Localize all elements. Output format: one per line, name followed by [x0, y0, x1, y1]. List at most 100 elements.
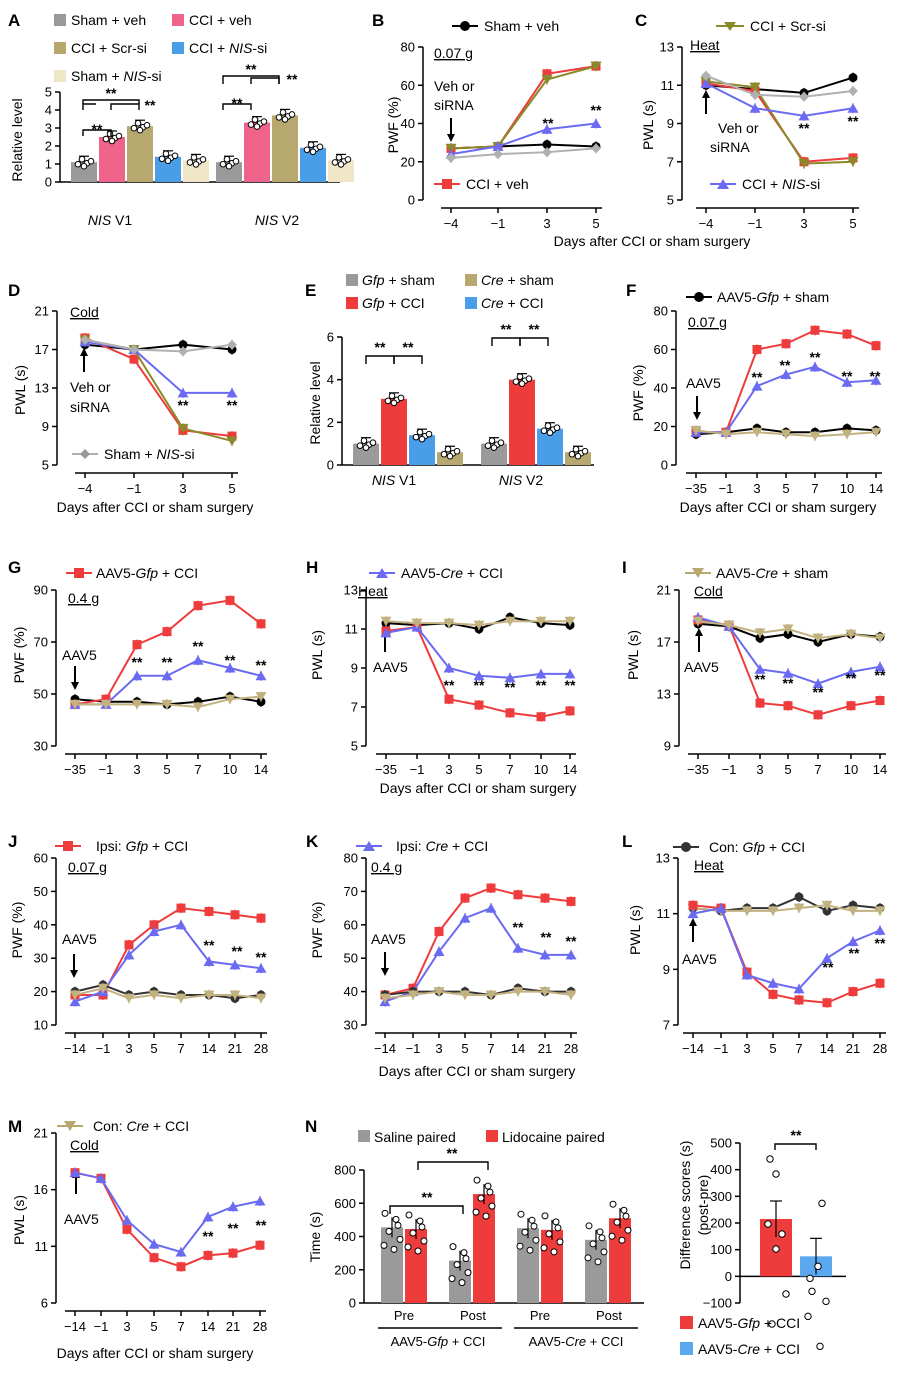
bar	[481, 443, 507, 465]
y-tick-label: 21	[34, 1126, 48, 1141]
data-dot	[622, 1212, 630, 1220]
y-tick-label: 200	[710, 1216, 732, 1231]
data-dot	[385, 1227, 393, 1235]
x-tick-label: 14	[873, 762, 887, 777]
x-tick-label: −1	[410, 762, 425, 777]
x-tick-label: 3	[543, 216, 550, 231]
data-dot	[381, 1209, 389, 1217]
y-tick-label: 80	[654, 304, 668, 319]
data-dot	[199, 156, 207, 163]
data-point	[202, 1211, 214, 1222]
data-point	[701, 70, 711, 81]
significance-marker: **	[225, 652, 236, 668]
y-tick-label: 13	[656, 851, 670, 866]
y-tick-label: 70	[34, 635, 48, 650]
legend-label: CCI + veh	[466, 176, 529, 192]
data-dot	[275, 114, 283, 121]
y-tick-label: 60	[34, 851, 48, 866]
data-dot	[512, 378, 520, 385]
data-point	[175, 993, 187, 1004]
significance-marker: **	[846, 670, 857, 686]
panel-g: G AAV5-Gfp + CCI PWF (%) 0.4 g AAV5 30 50…	[8, 558, 268, 777]
data-point	[874, 906, 886, 916]
y-tick-label: 6	[41, 1296, 48, 1311]
data-dot	[545, 1230, 553, 1238]
data-point	[229, 959, 241, 970]
x-tick-label: 5	[475, 762, 482, 777]
data-point	[175, 919, 187, 930]
data-dot	[115, 132, 123, 140]
data-point	[161, 670, 173, 681]
data-dot	[369, 439, 377, 446]
data-dot	[396, 1235, 404, 1243]
data-point	[473, 670, 485, 681]
series-line	[84, 337, 233, 438]
x-tick-label: 5	[782, 481, 789, 496]
data-point	[874, 925, 886, 935]
injection-label: AAV5	[684, 659, 719, 675]
injection-label: siRNA	[434, 97, 474, 113]
x-tick-label: 7	[177, 1319, 184, 1334]
data-dot	[516, 1242, 524, 1250]
data-point	[752, 345, 762, 354]
data-dot	[344, 156, 352, 163]
injection-label: Veh or	[718, 120, 759, 136]
data-dot	[158, 155, 166, 163]
data-point	[754, 628, 766, 638]
data-point	[793, 983, 805, 994]
x-axis-label: Days after CCI or sham surgery	[57, 499, 254, 515]
y-tick-label: 11	[661, 78, 675, 93]
data-point	[542, 140, 552, 150]
bar	[381, 398, 407, 465]
y-tick-label: 200	[334, 1262, 356, 1277]
data-dot	[106, 130, 114, 138]
data-dot	[772, 1170, 780, 1178]
y-axis-label: PWF (%)	[11, 627, 27, 684]
data-point	[810, 325, 820, 335]
data-dot	[448, 1275, 456, 1283]
group-label: AAV5-Gfp + CCI	[391, 1334, 486, 1349]
x-tick-label: −35	[64, 762, 86, 777]
panel-j: J Ipsi: Gfp + CCI PWF (%) 0.07 g AAV5 10…	[8, 832, 268, 1056]
data-point	[433, 987, 445, 997]
data-dot	[192, 161, 200, 168]
panel-label-j: J	[8, 832, 17, 851]
data-dot	[247, 121, 255, 128]
y-tick-label: 50	[34, 687, 48, 702]
data-point	[124, 940, 134, 950]
data-point	[847, 906, 859, 916]
data-dot	[380, 1241, 388, 1249]
data-point	[254, 1196, 266, 1206]
x-tick-label: 28	[564, 1041, 578, 1056]
data-point	[541, 75, 553, 85]
data-dot	[337, 161, 345, 168]
y-tick-label: 0	[408, 193, 415, 208]
x-tick-label: −35	[685, 481, 707, 496]
legend-label: Sham + NIS-si	[71, 68, 162, 84]
data-dot	[136, 126, 144, 134]
data-point	[590, 61, 602, 72]
x-tick-label: −14	[64, 1319, 86, 1334]
y-tick-label: 20	[401, 154, 415, 169]
data-point	[841, 429, 853, 440]
data-point	[131, 670, 143, 681]
y-tick-label: 21	[35, 304, 49, 319]
y-tick-label: 800	[334, 1163, 356, 1178]
data-dot	[307, 141, 315, 149]
significance-brackets	[389, 1161, 489, 1214]
data-dot	[532, 1236, 540, 1244]
y-tick-label: 0	[349, 1296, 356, 1311]
y-tick-label: 16	[34, 1182, 48, 1197]
data-point	[178, 340, 188, 350]
data-dot	[484, 442, 492, 449]
x-tick-label: 3	[123, 1319, 130, 1334]
injection-label: Veh or	[70, 379, 111, 395]
x-tick-label: 5	[150, 1041, 157, 1056]
data-point	[445, 143, 457, 154]
y-tick-label: 17	[35, 342, 49, 357]
data-dot	[420, 1237, 428, 1245]
legend-swatch	[346, 297, 358, 309]
legend-marker	[694, 292, 704, 302]
data-point	[813, 710, 823, 720]
data-dot	[162, 150, 170, 158]
